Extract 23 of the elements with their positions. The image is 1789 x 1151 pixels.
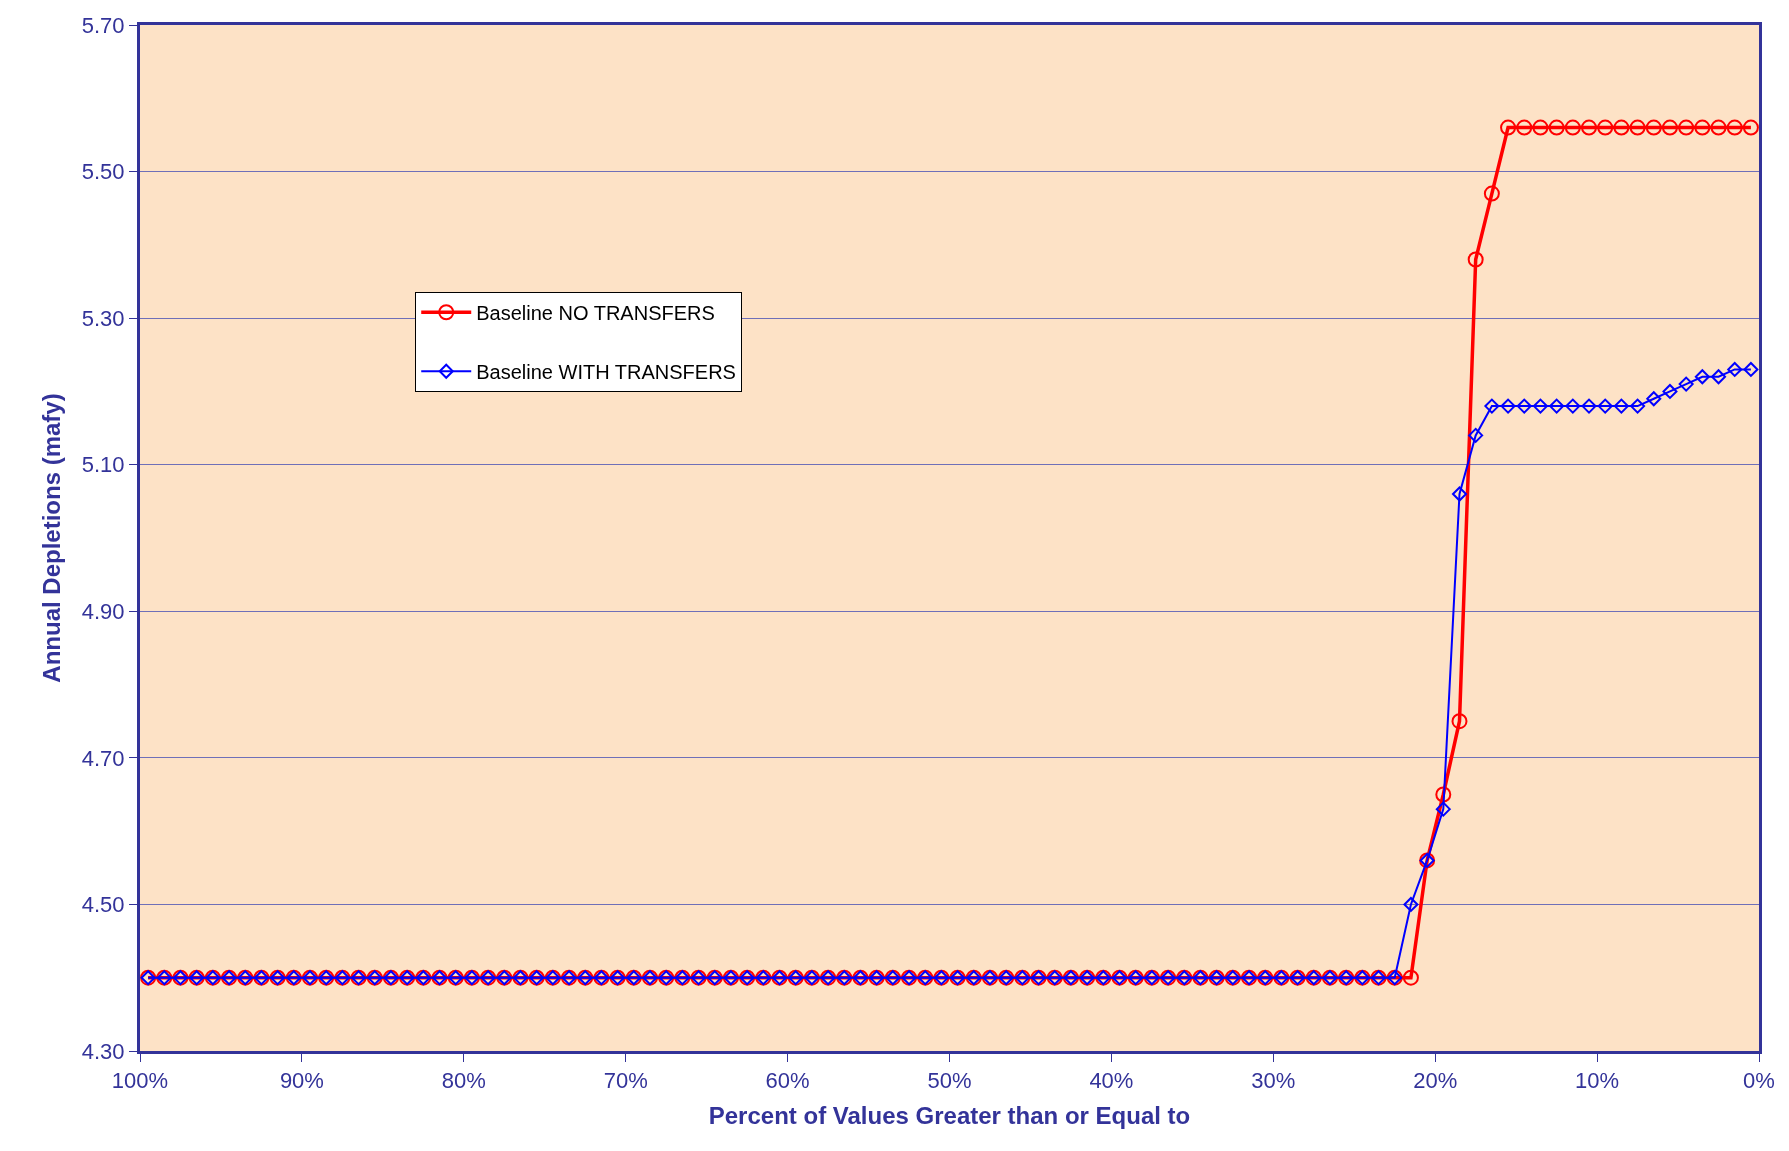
x-tick-label: 50%	[927, 1068, 972, 1094]
y-tick-label: 5.30	[81, 305, 125, 331]
y-tick-label: 5.50	[81, 159, 125, 185]
x-tick-label: 60%	[765, 1068, 810, 1094]
x-tick-label: 90%	[279, 1068, 324, 1094]
x-tick-label: 40%	[1089, 1068, 1134, 1094]
x-tick-label: 80%	[441, 1068, 486, 1094]
x-tick-label: 20%	[1413, 1068, 1458, 1094]
x-axis-title: Percent of Values Greater than or Equal to	[708, 1101, 1191, 1129]
y-tick-label: 5.70	[81, 12, 125, 38]
legend-label: Baseline NO TRANSFERS	[476, 302, 715, 325]
y-tick-label: 5.10	[81, 452, 125, 478]
x-tick-label: 0%	[1743, 1068, 1775, 1094]
x-tick-label: 10%	[1575, 1068, 1620, 1094]
y-tick-label: 4.90	[81, 598, 125, 624]
legend-label: Baseline WITH TRANSFERS	[476, 361, 736, 384]
x-tick-label: 30%	[1251, 1068, 1296, 1094]
y-tick-label: 4.30	[81, 1038, 125, 1064]
y-tick-label: 4.50	[81, 892, 125, 918]
x-tick-label: 70%	[603, 1068, 648, 1094]
x-tick-label: 100%	[111, 1068, 169, 1094]
y-axis-title: Annual Depletions (mafy)	[37, 393, 65, 683]
y-tick-label: 4.70	[81, 745, 125, 771]
